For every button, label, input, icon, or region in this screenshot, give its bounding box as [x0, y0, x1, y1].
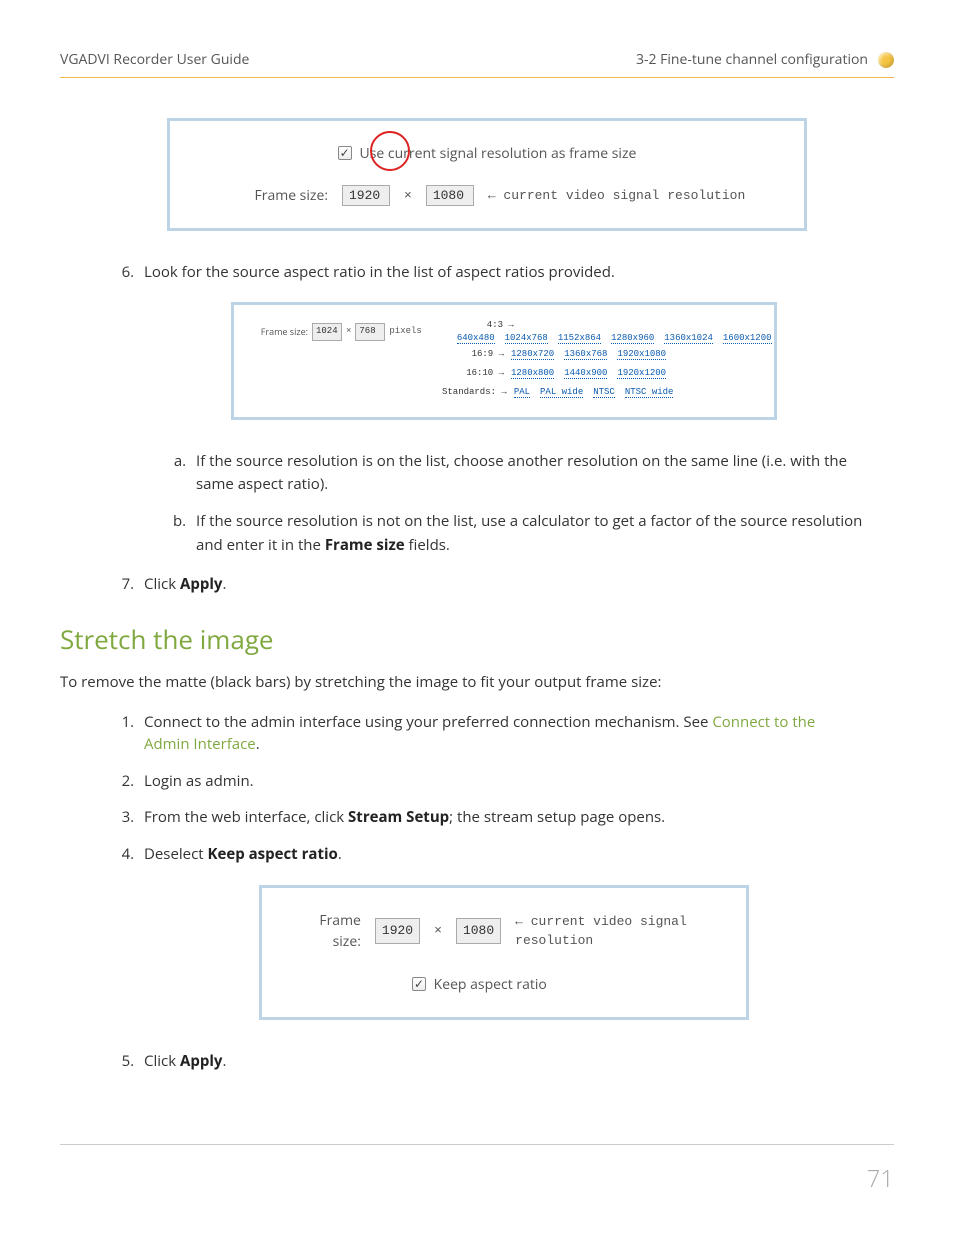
substep-a: If the source resolution is on the list,… [190, 450, 864, 497]
step-7-post: . [222, 574, 226, 594]
resolution-link[interactable]: 1360x1024 [664, 333, 713, 344]
resolution-link[interactable]: PAL [514, 387, 530, 398]
s3-pre: From the web interface, click [144, 807, 348, 827]
multiply-icon-3: × [434, 921, 442, 941]
step-6-text: Look for the source aspect ratio in the … [144, 262, 615, 282]
resolution-link[interactable]: 640x480 [457, 333, 495, 344]
multiply-icon-2: × [346, 325, 351, 339]
frame-size-label-3: Frame size: [290, 910, 361, 952]
s3-bold: Stream Setup [348, 807, 449, 827]
step-7: Click Apply. [138, 573, 864, 596]
stretch-step-2: Login as admin. [138, 770, 864, 793]
section-lead: To remove the matte (black bars) by stre… [60, 671, 864, 694]
resolution-link[interactable]: 1440x900 [564, 368, 607, 379]
resolution-link[interactable]: NTSC wide [625, 387, 674, 398]
page-header: VGADVI Recorder User Guide 3-2 Fine-tune… [60, 50, 894, 78]
resolution-link[interactable]: 1600x1200 [723, 333, 772, 344]
resolution-link[interactable]: 1152x864 [558, 333, 601, 344]
step-7-bold: Apply [180, 574, 222, 594]
frame-size-label: Frame size: [238, 186, 328, 205]
step-6: Look for the source aspect ratio in the … [138, 261, 864, 557]
s5-bold: Apply [180, 1051, 222, 1071]
frame-height-input[interactable]: 1080 [426, 185, 474, 206]
header-right: 3-2 Fine-tune channel configuration [636, 50, 868, 69]
frame-size-label-2: Frame size: [252, 325, 308, 339]
stretch-step-1: Connect to the admin interface using you… [138, 711, 864, 756]
figure-frame-size-checkbox: Use current signal resolution as frame s… [167, 118, 807, 231]
resolution-link[interactable]: 1024x768 [505, 333, 548, 344]
pixels-label: pixels [389, 325, 421, 339]
keep-aspect-label: Keep aspect ratio [434, 975, 547, 994]
brand-dot-icon [878, 52, 894, 68]
resolution-link[interactable]: 1280x720 [511, 349, 554, 360]
use-signal-resolution-checkbox[interactable] [338, 146, 352, 160]
frame-height-input-2[interactable]: 768 [355, 323, 385, 341]
s2-text: Login as admin. [144, 771, 254, 791]
highlight-circle-icon [370, 131, 410, 171]
s4-post: . [338, 844, 342, 864]
resolution-link[interactable]: 1920x1200 [617, 368, 666, 379]
resolution-link[interactable]: 1920x1080 [617, 349, 666, 360]
footer-rule [60, 1144, 894, 1145]
resolution-note-3: ← current video signal resolution [515, 912, 718, 951]
page-number: 71 [867, 1162, 894, 1195]
substep-b-bold: Frame size [325, 535, 405, 555]
frame-width-input[interactable]: 1920 [342, 185, 390, 206]
substep-b: If the source resolution is not on the l… [190, 510, 864, 557]
s5-post: . [222, 1051, 226, 1071]
s1-post: . [256, 734, 260, 754]
keep-aspect-ratio-checkbox[interactable] [412, 977, 426, 991]
substep-b-pre: If the source resolution is not on the l… [196, 511, 862, 554]
resolution-link[interactable]: 1360x768 [564, 349, 607, 360]
figure-keep-aspect-ratio: Frame size: 1920 × 1080 ← current video … [259, 885, 749, 1020]
stretch-step-4: Deselect Keep aspect ratio. Frame size: … [138, 843, 864, 1021]
frame-width-input-3[interactable]: 1920 [375, 918, 420, 944]
multiply-icon: × [404, 188, 412, 203]
resolution-note: ← current video signal resolution [488, 188, 745, 203]
resolution-link[interactable]: NTSC [593, 387, 615, 398]
substep-b-post: fields. [405, 535, 450, 555]
substep-a-text: If the source resolution is on the list,… [196, 451, 847, 494]
stretch-step-3: From the web interface, click Stream Set… [138, 806, 864, 829]
s4-bold: Keep aspect ratio [208, 844, 338, 864]
step-7-pre: Click [144, 574, 180, 594]
s4-pre: Deselect [144, 844, 208, 864]
s1-pre: Connect to the admin interface using you… [144, 712, 712, 732]
section-heading: Stretch the image [60, 621, 864, 657]
header-left: VGADVI Recorder User Guide [60, 50, 249, 69]
s3-post: ; the stream setup page opens. [449, 807, 665, 827]
frame-width-input-2[interactable]: 1024 [312, 323, 342, 341]
frame-height-input-3[interactable]: 1080 [456, 918, 501, 944]
resolution-link[interactable]: PAL wide [540, 387, 583, 398]
figure-aspect-ratio-list: Frame size: 1024 × 768 pixels 4:3 →640x4… [231, 302, 777, 420]
resolution-link[interactable]: 1280x800 [511, 368, 554, 379]
resolution-link[interactable]: 1280x960 [611, 333, 654, 344]
stretch-step-5: Click Apply. [138, 1050, 864, 1073]
s5-pre: Click [144, 1051, 180, 1071]
